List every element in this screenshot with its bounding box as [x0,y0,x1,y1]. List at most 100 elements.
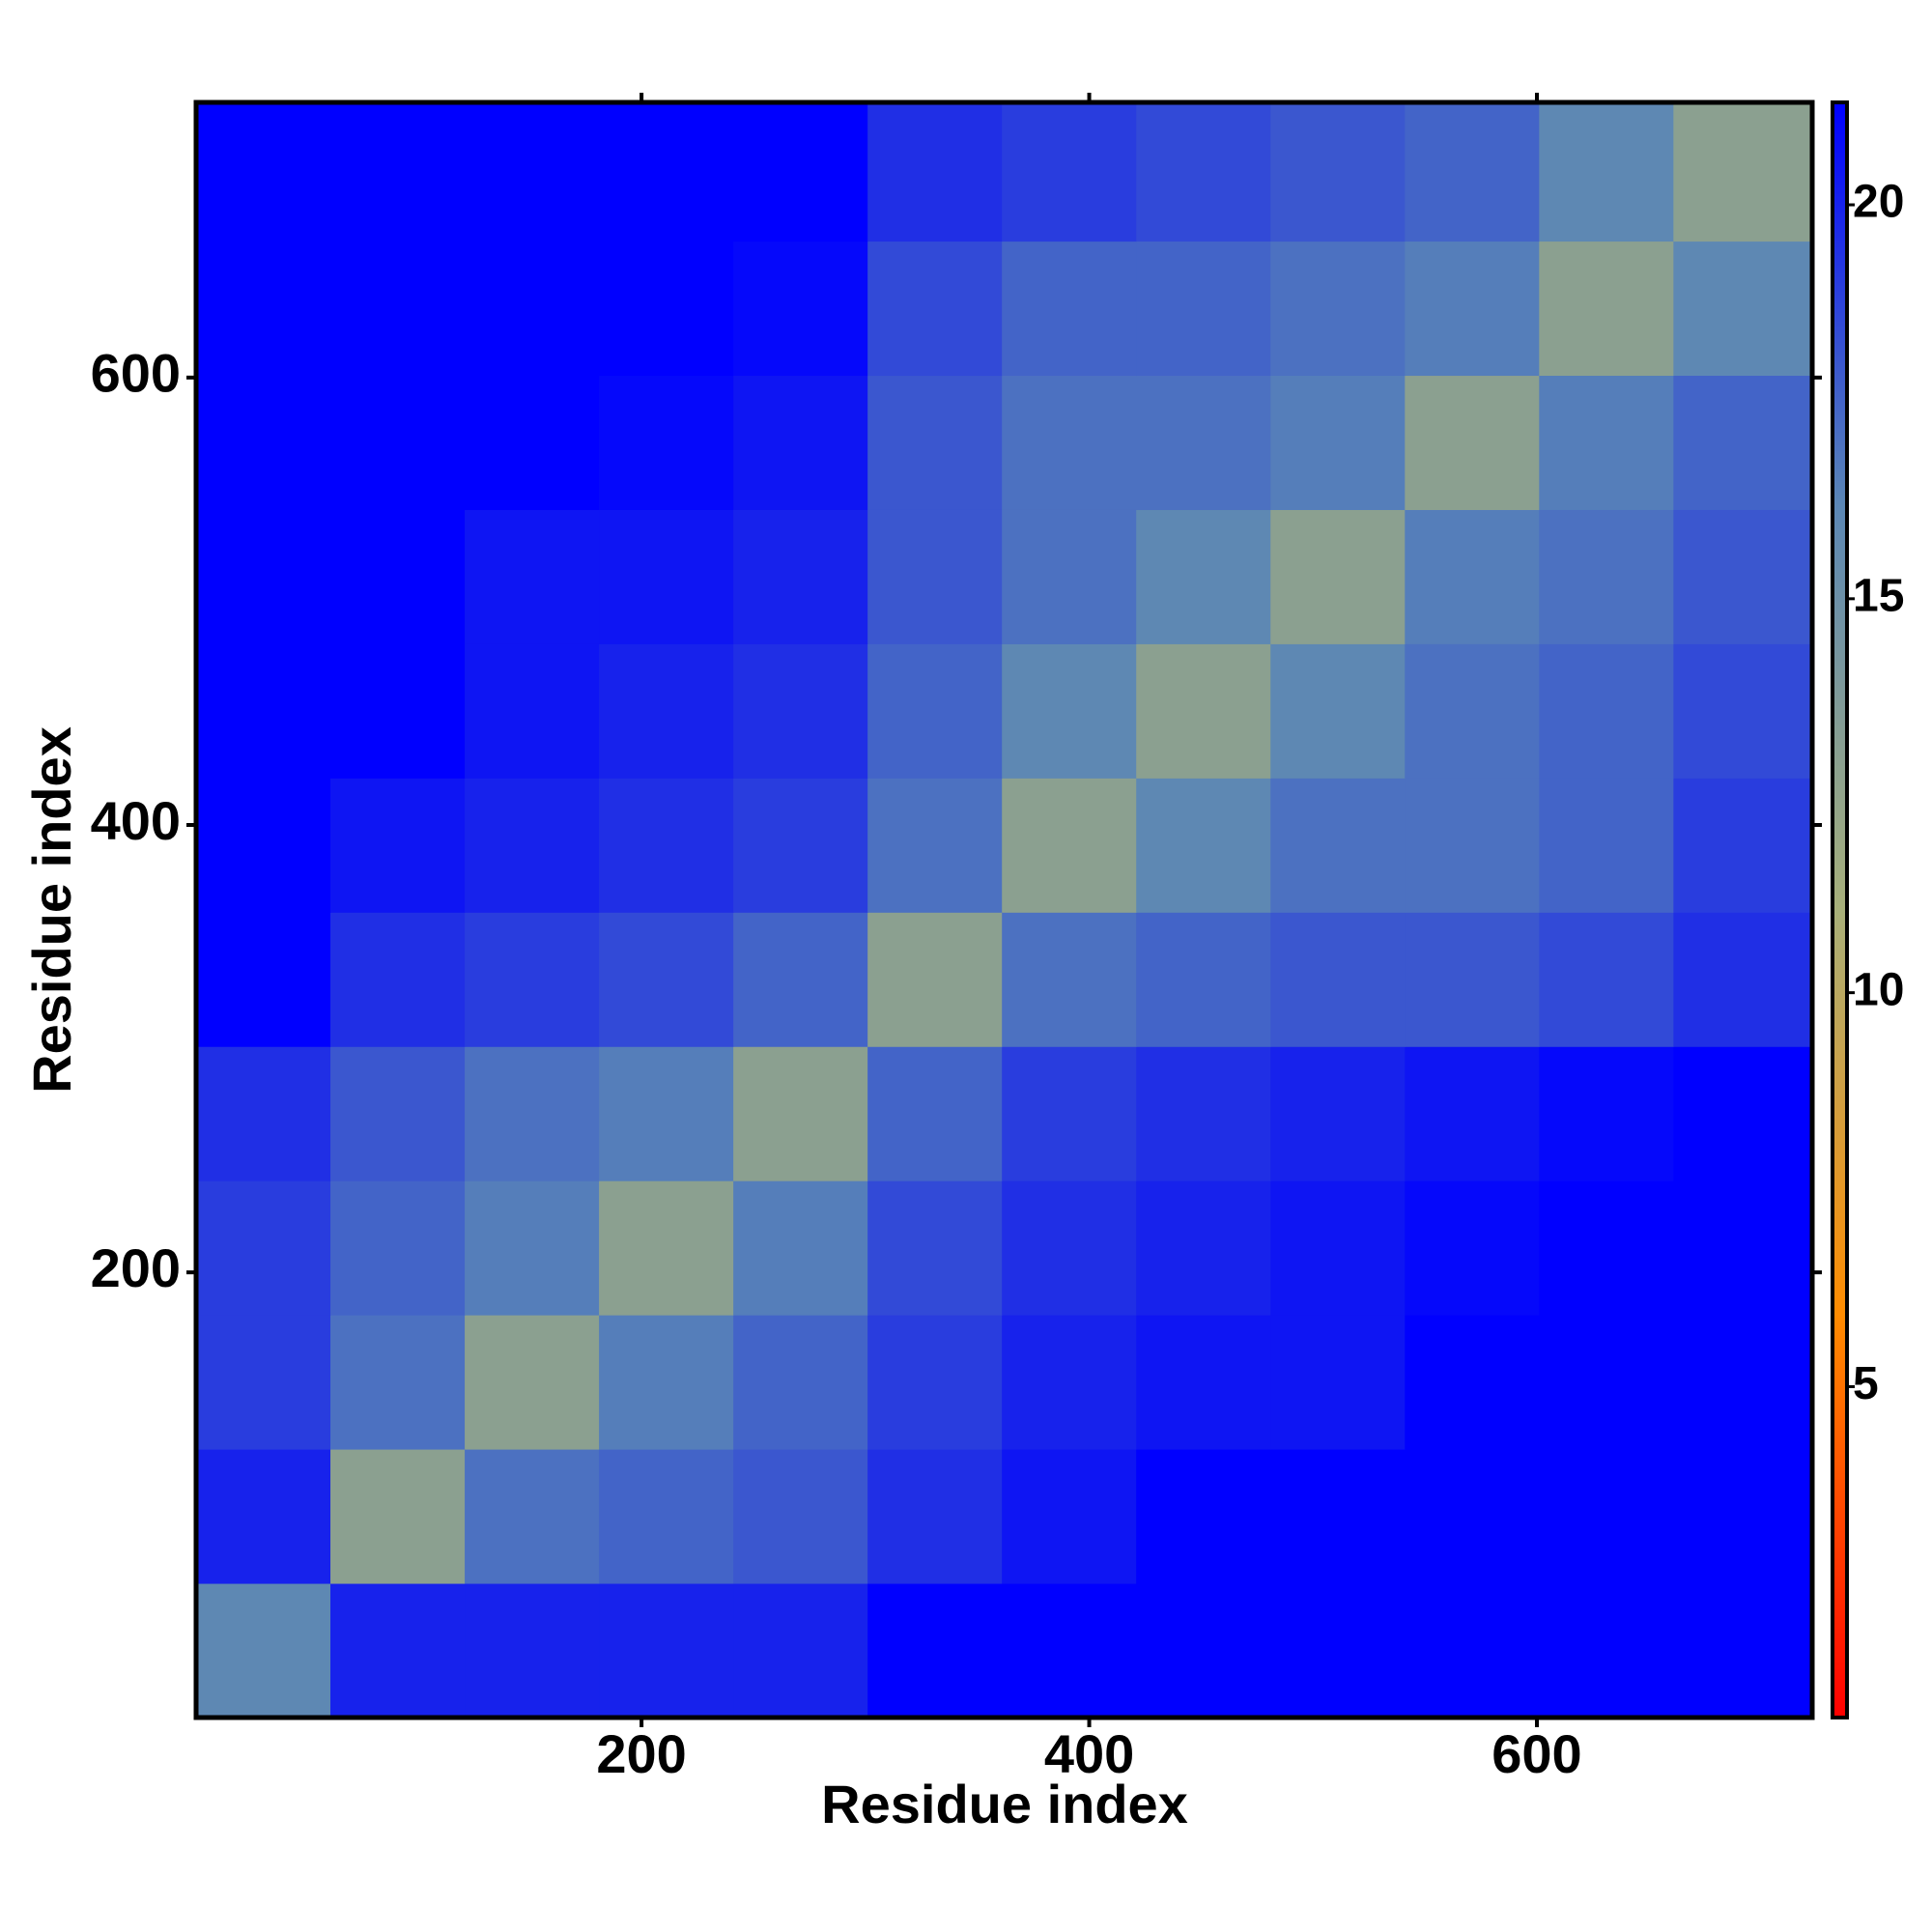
heatmap-cell [867,241,1003,377]
heatmap-cell [1539,1449,1674,1584]
heatmap-cell [733,1315,868,1450]
colorbar-tick-label: 5 [1853,1358,1879,1409]
heatmap-cell [867,1046,1003,1181]
heatmap-cell [867,102,1003,242]
heatmap-cell [1539,1583,1674,1719]
heatmap-cell [1539,1180,1674,1316]
colorbar [1831,100,1849,1719]
heatmap-cell [1673,241,1813,377]
heatmap-cell [330,643,466,779]
heatmap-cell [330,1180,466,1316]
heatmap-cell [733,509,868,644]
heatmap-cell [1405,1180,1540,1316]
heatmap-cell [330,1449,466,1584]
heatmap-cell [1539,241,1674,377]
heatmap-cell [1673,1180,1813,1316]
x-tick-label: 400 [1044,1723,1134,1784]
heatmap-cell [1002,1315,1137,1450]
heatmap-cell [1136,375,1271,510]
heatmap-cell [330,1583,466,1719]
heatmap-cell [196,643,331,779]
heatmap-cell [1136,1449,1271,1584]
heatmap-cell [599,1449,734,1584]
heatmap-cell [1136,102,1271,242]
heatmap-cell [330,1046,466,1181]
heatmap-cell [1673,102,1813,242]
heatmap-cell [1002,912,1137,1047]
heatmap-cell [733,778,868,913]
heatmap-cell [599,1315,734,1450]
y-tick-label: 400 [91,790,181,851]
heatmap-cell [867,643,1003,779]
heatmap-cell [465,1180,600,1316]
heatmap-cell [1002,778,1137,913]
heatmap-cell [599,241,734,377]
heatmap-cell [330,241,466,377]
heatmap-cell [1270,778,1406,913]
heatmap-cell [599,1583,734,1719]
heatmap-cell [599,778,734,913]
heatmap-cell [1136,509,1271,644]
heatmap-cell [196,912,331,1047]
heatmap-cell [599,643,734,779]
heatmap-cell [1673,1449,1813,1584]
heatmap-cell [465,778,600,913]
heatmap-cell [1539,912,1674,1047]
heatmap-cell [196,1046,331,1181]
heatmap-cell [330,778,466,913]
heatmap-cell [196,1583,331,1719]
heatmap-cell [465,1046,600,1181]
heatmap-cell [1002,375,1137,510]
heatmap-cell [1539,375,1674,510]
heatmap-cell [1673,375,1813,510]
heatmap-cell [1673,912,1813,1047]
colorbar-tick-label: 10 [1853,964,1904,1015]
heatmap-cell [1673,1583,1813,1719]
heatmap-cell [1405,241,1540,377]
heatmap-cell [1136,1180,1271,1316]
heatmap-cell [867,1583,1003,1719]
heatmap-cell [867,1315,1003,1450]
heatmap-cell [1673,509,1813,644]
heatmap-cell [1405,778,1540,913]
heatmap-cell [1270,375,1406,510]
heatmap-cell [1002,1449,1137,1584]
heatmap-cell [599,1180,734,1316]
heatmap-cell [1270,241,1406,377]
heatmap-cell [196,778,331,913]
heatmap-cell [1136,778,1271,913]
y-tick-label: 600 [91,343,181,404]
heatmap-cell [1270,1449,1406,1584]
y-axis-title: Residue index [21,726,82,1094]
heatmap-cell [1136,912,1271,1047]
heatmap-cell [1539,102,1674,242]
heatmap-cell [1002,509,1137,644]
colorbar-tick-label: 20 [1853,177,1904,228]
heatmap-cell [1405,643,1540,779]
heatmap-cell [330,912,466,1047]
heatmap-cell [465,1315,600,1450]
heatmap-cell [1539,778,1674,913]
heatmap-cell [465,375,600,510]
heatmap-cell [330,102,466,242]
heatmap-cell [465,1449,600,1584]
heatmap-cell [465,643,600,779]
heatmap-cell [867,1449,1003,1584]
heatmap-cell [196,1449,331,1584]
x-axis-title: Residue index [821,1774,1188,1834]
heatmap-cell [1270,1315,1406,1450]
y-tick-label: 200 [91,1237,181,1298]
heatmap-cell [599,912,734,1047]
heatmap-cell [196,241,331,377]
heatmap-cell [1539,509,1674,644]
x-tick-label: 200 [596,1723,686,1784]
heatmap-cell [1539,643,1674,779]
heatmap-cell [733,1449,868,1584]
heatmap-cell [733,375,868,510]
heatmap-cell [733,1180,868,1316]
heatmap-cell [1673,1315,1813,1450]
heatmap-cell [1002,643,1137,779]
heatmap-cell [1539,1046,1674,1181]
heatmap-cell [1405,509,1540,644]
